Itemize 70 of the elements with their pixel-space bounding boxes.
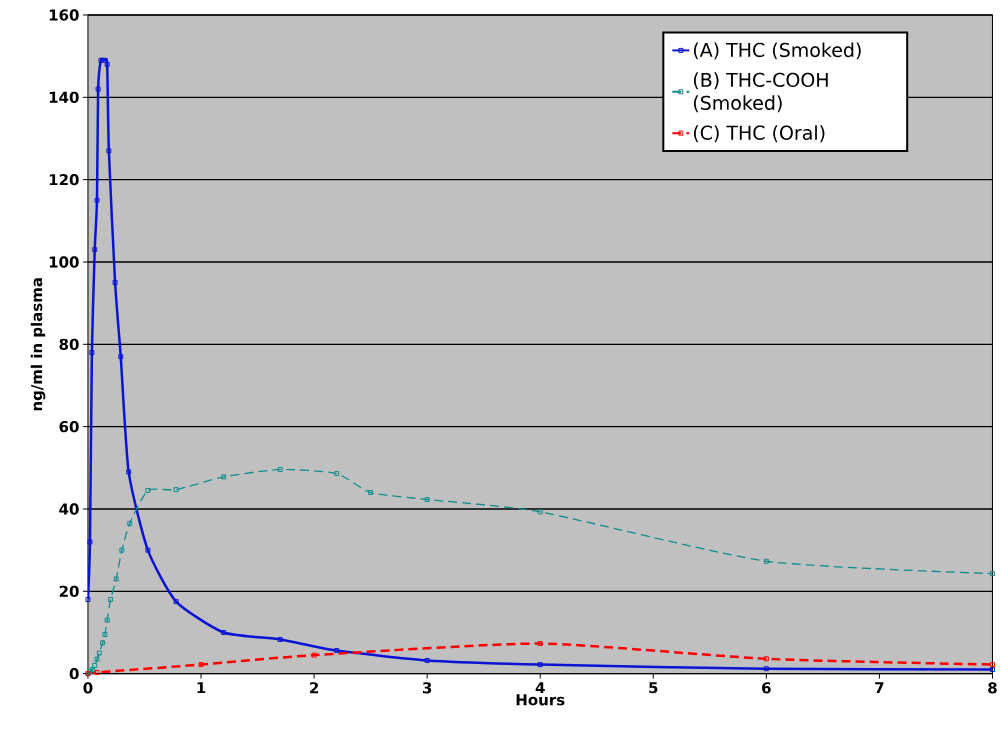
point xyxy=(763,656,769,662)
point xyxy=(102,632,108,638)
point xyxy=(96,650,102,656)
point xyxy=(173,487,179,493)
point xyxy=(537,641,543,647)
point xyxy=(100,640,106,646)
x-tick-label: 8 xyxy=(988,682,997,694)
point xyxy=(277,637,283,643)
point xyxy=(198,662,204,668)
point xyxy=(145,547,151,553)
x-tick-label: 3 xyxy=(422,682,432,694)
x-tick-label: 5 xyxy=(649,682,658,694)
point xyxy=(334,471,340,477)
x-tick-label: 4 xyxy=(535,682,545,694)
point xyxy=(108,597,114,603)
point xyxy=(763,666,769,672)
point xyxy=(104,617,110,623)
point xyxy=(311,652,317,658)
y-tick-label: 120 xyxy=(49,174,79,186)
point xyxy=(95,86,101,92)
y-tick-label: 40 xyxy=(59,503,79,515)
point xyxy=(334,648,340,654)
legend-label: (A) THC (Smoked) xyxy=(693,42,861,60)
point xyxy=(94,197,100,203)
y-tick-label: 20 xyxy=(59,585,79,598)
point xyxy=(127,521,133,527)
x-tick-label: 7 xyxy=(875,682,884,694)
point xyxy=(277,467,283,473)
point xyxy=(763,558,769,564)
point xyxy=(89,350,95,356)
point xyxy=(87,539,93,545)
y-tick-label: 140 xyxy=(49,91,79,104)
point xyxy=(85,597,91,603)
point xyxy=(92,663,98,669)
point xyxy=(106,148,112,154)
point xyxy=(221,630,227,636)
point xyxy=(368,490,374,496)
point xyxy=(126,469,132,475)
x-tick-label: 2 xyxy=(310,682,319,694)
point xyxy=(112,280,118,286)
point xyxy=(94,670,100,676)
point xyxy=(92,247,98,253)
y-axis-title: ng/ml in plasma xyxy=(30,278,46,411)
y-tick-label: 0 xyxy=(69,668,79,680)
point xyxy=(537,662,543,668)
point xyxy=(145,488,151,494)
point xyxy=(102,57,108,63)
x-tick-label: 0 xyxy=(83,682,93,694)
point xyxy=(104,62,110,68)
point xyxy=(989,662,995,668)
point xyxy=(989,667,995,673)
y-tick-label: 100 xyxy=(49,256,79,268)
legend-label: (C) THC (Oral) xyxy=(693,125,825,143)
point xyxy=(424,497,430,503)
point xyxy=(118,354,124,360)
legend-label: (B) THC-COOH (Smoked) xyxy=(693,72,828,113)
x-tick-label: 1 xyxy=(197,682,206,694)
point xyxy=(119,547,125,553)
point xyxy=(221,474,227,480)
point xyxy=(113,576,119,582)
y-tick-label: 60 xyxy=(59,421,79,433)
point xyxy=(173,599,179,605)
point xyxy=(989,571,995,577)
y-tick-label: 160 xyxy=(49,9,79,21)
x-tick-label: 6 xyxy=(762,682,771,694)
point xyxy=(94,656,100,662)
y-tick-label: 80 xyxy=(59,338,79,351)
x-axis-title: Hours xyxy=(516,694,565,706)
point xyxy=(424,658,430,664)
point xyxy=(537,509,543,515)
